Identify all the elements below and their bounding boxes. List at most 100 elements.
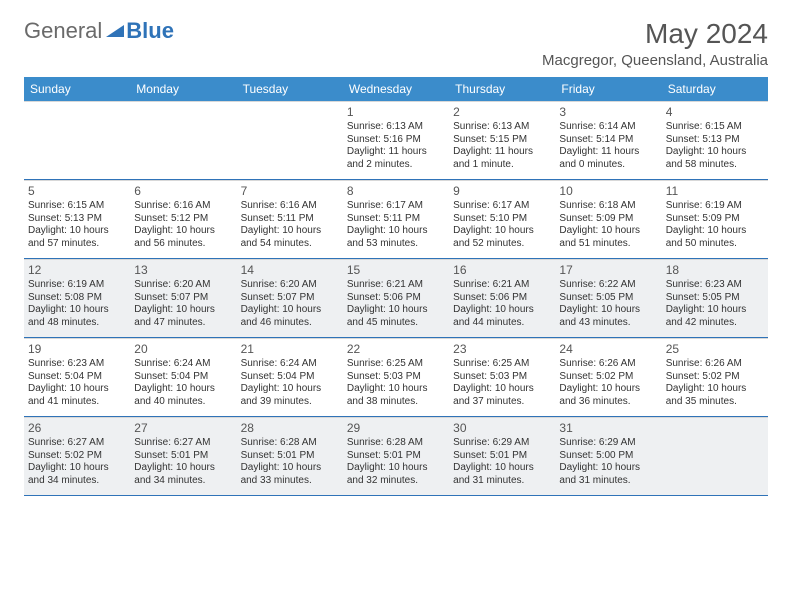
sunset-text: Sunset: 5:13 PM	[666, 134, 764, 147]
daylight-text: Daylight: 10 hours and 36 minutes.	[559, 383, 657, 408]
sunset-text: Sunset: 5:15 PM	[453, 134, 551, 147]
calendar-day-cell: 14 Sunrise: 6:20 AMSunset: 5:07 PMDayligh…	[237, 259, 343, 337]
sunrise-text: Sunrise: 6:17 AM	[347, 200, 445, 213]
calendar-week: 26Sunrise: 6:27 AMSunset: 5:02 PMDayligh…	[24, 417, 768, 496]
sunset-text: Sunset: 5:08 PM	[28, 292, 126, 305]
sunrise-text: Sunrise: 6:24 AM	[134, 358, 232, 371]
day-info: Sunrise: 6:28 AMSunset: 5:01 PMDaylight:…	[241, 437, 339, 487]
day-info: Sunrise: 6:19 AMSunset: 5:09 PMDaylight:…	[666, 200, 764, 250]
header: General Blue May 2024 Macgregor, Queensl…	[24, 18, 768, 69]
calendar-day-cell: 20Sunrise: 6:24 AMSunset: 5:04 PMDayligh…	[130, 338, 236, 416]
calendar-week: 12Sunrise: 6:19 AMSunset: 5:08 PMDayligh…	[24, 259, 768, 338]
sunset-text: Sunset: 5:14 PM	[559, 134, 657, 147]
sunrise-text: Sunrise: 6:28 AM	[347, 437, 445, 450]
sunset-text: Sunset: 5:01 PM	[134, 450, 232, 463]
sunrise-text: Sunrise: 6:13 AM	[453, 121, 551, 134]
day-number: 30	[453, 421, 551, 435]
day-number: 6	[134, 184, 232, 198]
calendar-week: 1Sunrise: 6:13 AMSunset: 5:16 PMDaylight…	[24, 101, 768, 180]
day-number: 19	[28, 342, 126, 356]
day-number: 5	[28, 184, 126, 198]
day-info: Sunrise: 6:20 AMSunset: 5:07 PMDaylight:…	[134, 279, 232, 329]
day-number: 11	[666, 184, 764, 198]
day-number: 2	[453, 105, 551, 119]
day-info: Sunrise: 6:21 AMSunset: 5:06 PMDaylight:…	[347, 279, 445, 329]
day-number: 8	[347, 184, 445, 198]
sunrise-text: Sunrise: 6:19 AM	[666, 200, 764, 213]
sunset-text: Sunset: 5:02 PM	[666, 371, 764, 384]
daylight-text: Daylight: 10 hours and 58 minutes.	[666, 146, 764, 171]
calendar-empty-cell	[24, 101, 130, 179]
day-number: 16	[453, 263, 551, 277]
daylight-text: Daylight: 10 hours and 38 minutes.	[347, 383, 445, 408]
sunset-text: Sunset: 5:10 PM	[453, 213, 551, 226]
weekday-header: Saturday	[662, 77, 768, 101]
logo-triangle-icon	[106, 23, 124, 39]
calendar-day-cell: 25Sunrise: 6:26 AMSunset: 5:02 PMDayligh…	[662, 338, 768, 416]
calendar-empty-cell	[662, 417, 768, 495]
day-info: Sunrise: 6:16 AMSunset: 5:12 PMDaylight:…	[134, 200, 232, 250]
day-number: 13	[134, 263, 232, 277]
day-number: 21	[241, 342, 339, 356]
day-info: Sunrise: 6:23 AMSunset: 5:04 PMDaylight:…	[28, 358, 126, 408]
daylight-text: Daylight: 10 hours and 34 minutes.	[134, 462, 232, 487]
calendar-week: 19 Sunrise: 6:23 AMSunset: 5:04 PMDayligh…	[24, 338, 768, 417]
calendar: SundayMondayTuesdayWednesdayThursdayFrid…	[24, 77, 768, 496]
day-number: 4	[666, 105, 764, 119]
calendar-day-cell: 11 Sunrise: 6:19 AMSunset: 5:09 PMDayligh…	[662, 180, 768, 258]
sunset-text: Sunset: 5:11 PM	[347, 213, 445, 226]
day-number: 28	[241, 421, 339, 435]
day-info: Sunrise: 6:29 AMSunset: 5:01 PMDaylight:…	[453, 437, 551, 487]
day-info: Sunrise: 6:16 AMSunset: 5:11 PMDaylight:…	[241, 200, 339, 250]
day-number: 23	[453, 342, 551, 356]
day-info: Sunrise: 6:15 AMSunset: 5:13 PMDaylight:…	[666, 121, 764, 171]
daylight-text: Daylight: 10 hours and 48 minutes.	[28, 304, 126, 329]
calendar-day-cell: 10Sunrise: 6:18 AMSunset: 5:09 PMDayligh…	[555, 180, 661, 258]
sunset-text: Sunset: 5:04 PM	[241, 371, 339, 384]
sunset-text: Sunset: 5:07 PM	[241, 292, 339, 305]
calendar-day-cell: 21Sunrise: 6:24 AMSunset: 5:04 PMDayligh…	[237, 338, 343, 416]
daylight-text: Daylight: 11 hours and 1 minute.	[453, 146, 551, 171]
calendar-weeks: 1Sunrise: 6:13 AMSunset: 5:16 PMDaylight…	[24, 101, 768, 496]
sunrise-text: Sunrise: 6:23 AM	[666, 279, 764, 292]
sunrise-text: Sunrise: 6:27 AM	[134, 437, 232, 450]
day-number: 9	[453, 184, 551, 198]
daylight-text: Daylight: 11 hours and 0 minutes.	[559, 146, 657, 171]
sunrise-text: Sunrise: 6:15 AM	[666, 121, 764, 134]
daylight-text: Daylight: 10 hours and 35 minutes.	[666, 383, 764, 408]
day-number: 22	[347, 342, 445, 356]
sunset-text: Sunset: 5:09 PM	[666, 213, 764, 226]
day-info: Sunrise: 6:29 AMSunset: 5:00 PMDaylight:…	[559, 437, 657, 487]
sunrise-text: Sunrise: 6:25 AM	[347, 358, 445, 371]
calendar-day-cell: 22Sunrise: 6:25 AMSunset: 5:03 PMDayligh…	[343, 338, 449, 416]
sunset-text: Sunset: 5:00 PM	[559, 450, 657, 463]
daylight-text: Daylight: 10 hours and 32 minutes.	[347, 462, 445, 487]
day-number: 14	[241, 263, 339, 277]
calendar-day-cell: 17Sunrise: 6:22 AMSunset: 5:05 PMDayligh…	[555, 259, 661, 337]
sunset-text: Sunset: 5:16 PM	[347, 134, 445, 147]
day-number: 24	[559, 342, 657, 356]
sunrise-text: Sunrise: 6:15 AM	[28, 200, 126, 213]
day-number: 29	[347, 421, 445, 435]
calendar-day-cell: 7Sunrise: 6:16 AMSunset: 5:11 PMDaylight…	[237, 180, 343, 258]
day-number: 31	[559, 421, 657, 435]
daylight-text: Daylight: 11 hours and 2 minutes.	[347, 146, 445, 171]
calendar-day-cell: 27Sunrise: 6:27 AMSunset: 5:01 PMDayligh…	[130, 417, 236, 495]
sunset-text: Sunset: 5:06 PM	[347, 292, 445, 305]
day-info: Sunrise: 6:24 AMSunset: 5:04 PMDaylight:…	[134, 358, 232, 408]
sunrise-text: Sunrise: 6:24 AM	[241, 358, 339, 371]
day-info: Sunrise: 6:20 AMSunset: 5:07 PMDaylight:…	[241, 279, 339, 329]
daylight-text: Daylight: 10 hours and 42 minutes.	[666, 304, 764, 329]
calendar-empty-cell	[130, 101, 236, 179]
daylight-text: Daylight: 10 hours and 31 minutes.	[559, 462, 657, 487]
day-info: Sunrise: 6:14 AMSunset: 5:14 PMDaylight:…	[559, 121, 657, 171]
day-info: Sunrise: 6:23 AMSunset: 5:05 PMDaylight:…	[666, 279, 764, 329]
daylight-text: Daylight: 10 hours and 31 minutes.	[453, 462, 551, 487]
calendar-day-cell: 15Sunrise: 6:21 AMSunset: 5:06 PMDayligh…	[343, 259, 449, 337]
sunset-text: Sunset: 5:01 PM	[347, 450, 445, 463]
sunset-text: Sunset: 5:05 PM	[559, 292, 657, 305]
sunrise-text: Sunrise: 6:13 AM	[347, 121, 445, 134]
sunset-text: Sunset: 5:13 PM	[28, 213, 126, 226]
sunrise-text: Sunrise: 6:29 AM	[559, 437, 657, 450]
day-number: 10	[559, 184, 657, 198]
